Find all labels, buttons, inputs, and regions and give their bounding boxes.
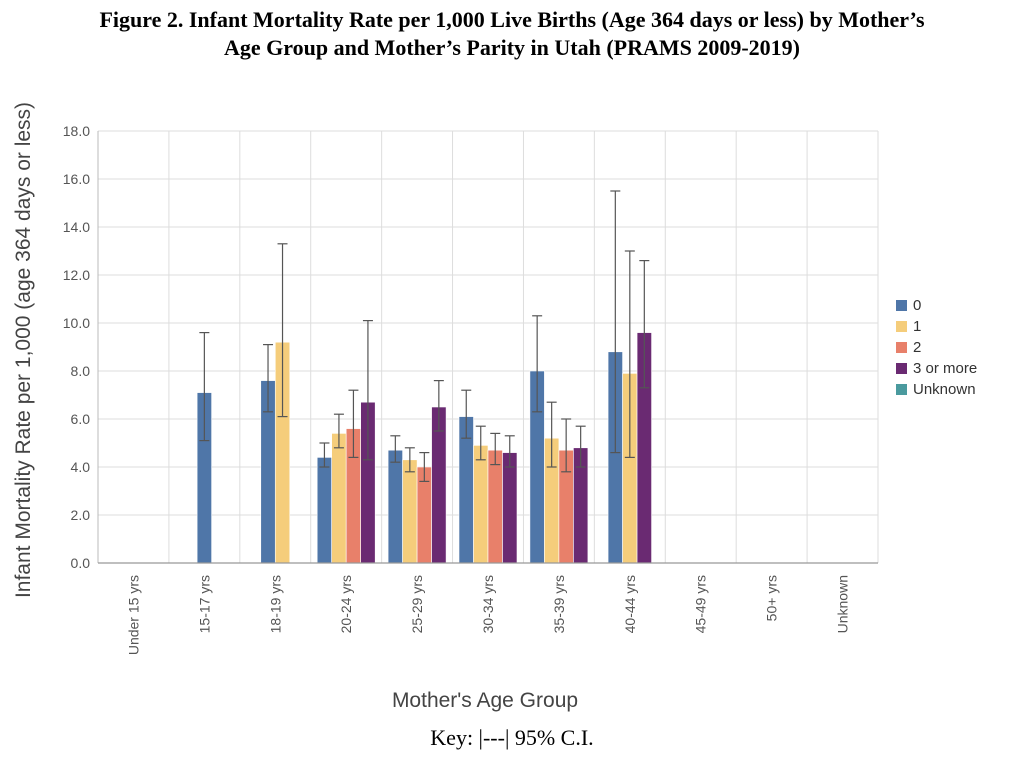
x-tick-label: 30-34 yrs bbox=[480, 575, 496, 633]
legend-swatch bbox=[896, 363, 907, 374]
ci-whisker bbox=[362, 320, 373, 461]
ci-whisker bbox=[433, 380, 444, 432]
legend-label: 0 bbox=[913, 297, 921, 314]
ci-whisker bbox=[490, 432, 501, 466]
x-tick-label: Under 15 yrs bbox=[125, 575, 141, 655]
y-tick-label: 16.0 bbox=[63, 171, 90, 187]
y-tick-label: 12.0 bbox=[63, 267, 90, 283]
legend-item: 3 or more bbox=[896, 360, 977, 377]
legend-label: 3 or more bbox=[913, 360, 977, 377]
legend-swatch bbox=[896, 342, 907, 353]
legend-swatch bbox=[896, 321, 907, 332]
ci-whisker bbox=[277, 243, 288, 418]
legend-label: 2 bbox=[913, 339, 921, 356]
legend-item: 1 bbox=[896, 318, 921, 335]
axes: 0.0 2.0 4.0 6.0 8.0 10.0 12.0 14.0 16.0 18.0 Under… bbox=[63, 123, 878, 655]
bar bbox=[502, 452, 518, 564]
x-tick-label: 50+ yrs bbox=[764, 575, 780, 621]
x-tick-label: 25-29 yrs bbox=[409, 575, 425, 633]
bar bbox=[387, 449, 403, 564]
ci-key-note: Key: |---| 95% C.I. bbox=[430, 725, 594, 750]
ci-whisker bbox=[263, 344, 274, 413]
y-tick-label: 6.0 bbox=[71, 411, 91, 427]
bar bbox=[487, 449, 503, 564]
legend-swatch bbox=[896, 384, 907, 395]
x-tick-label: Unknown bbox=[835, 575, 851, 633]
x-tick-label: 45-49 yrs bbox=[693, 575, 709, 633]
ci-whisker bbox=[475, 425, 486, 461]
ci-whisker bbox=[419, 452, 430, 482]
bars bbox=[196, 332, 652, 564]
y-tick-label: 8.0 bbox=[71, 363, 91, 379]
y-tick-label: 0.0 bbox=[71, 555, 91, 571]
ci-whisker bbox=[532, 315, 543, 413]
grid-lines bbox=[98, 130, 879, 564]
chart-title-line-2: Age Group and Mother’s Parity in Utah (P… bbox=[223, 35, 801, 60]
y-axis-label: Infant Mortality Rate per 1,000 (age 364… bbox=[12, 102, 35, 598]
x-tick-label: 35-39 yrs bbox=[551, 575, 567, 633]
legend: 0 1 2 3 or more Unknown bbox=[896, 297, 977, 398]
y-tick-label: 2.0 bbox=[71, 507, 91, 523]
chart-title-line-1: Figure 2. Infant Mortality Rate per 1,00… bbox=[99, 7, 925, 32]
bar bbox=[473, 445, 489, 564]
ci-whisker bbox=[639, 260, 650, 389]
y-tick-label: 14.0 bbox=[63, 219, 90, 235]
ci-whisker bbox=[575, 425, 586, 468]
ci-whisker bbox=[561, 418, 572, 473]
bar bbox=[316, 457, 332, 564]
legend-item: 2 bbox=[896, 339, 921, 356]
ci-whisker bbox=[504, 435, 515, 468]
ci-whisker bbox=[390, 435, 401, 463]
confidence-intervals bbox=[199, 190, 650, 482]
legend-label: 1 bbox=[913, 318, 921, 335]
x-axis-label: Mother's Age Group bbox=[392, 689, 578, 712]
ci-whisker bbox=[333, 413, 344, 449]
ci-whisker bbox=[546, 401, 557, 468]
ci-whisker bbox=[624, 250, 635, 458]
y-tick-label: 10.0 bbox=[63, 315, 90, 331]
x-tick-label: 20-24 yrs bbox=[338, 575, 354, 633]
x-tick-label: 40-44 yrs bbox=[622, 575, 638, 633]
ci-whisker bbox=[199, 332, 210, 442]
legend-item: 0 bbox=[896, 297, 921, 314]
ci-whisker bbox=[348, 389, 359, 458]
legend-item: Unknown bbox=[896, 381, 976, 398]
legend-label: Unknown bbox=[913, 381, 976, 398]
ci-whisker bbox=[319, 442, 330, 468]
x-tick-label: 15-17 yrs bbox=[196, 575, 212, 633]
x-tick-label: 18-19 yrs bbox=[267, 575, 283, 633]
legend-swatch bbox=[896, 300, 907, 311]
ci-whisker bbox=[610, 190, 621, 454]
bar bbox=[331, 433, 347, 564]
ci-whisker bbox=[461, 389, 472, 439]
y-tick-label: 4.0 bbox=[71, 459, 91, 475]
bar bbox=[402, 459, 418, 564]
bar-chart: 0.0 2.0 4.0 6.0 8.0 10.0 12.0 14.0 16.0 18.0 Under… bbox=[12, 102, 977, 712]
y-tick-label: 18.0 bbox=[63, 123, 90, 139]
chart-title: Figure 2. Infant Mortality Rate per 1,00… bbox=[0, 6, 1024, 62]
ci-whisker bbox=[404, 447, 415, 473]
